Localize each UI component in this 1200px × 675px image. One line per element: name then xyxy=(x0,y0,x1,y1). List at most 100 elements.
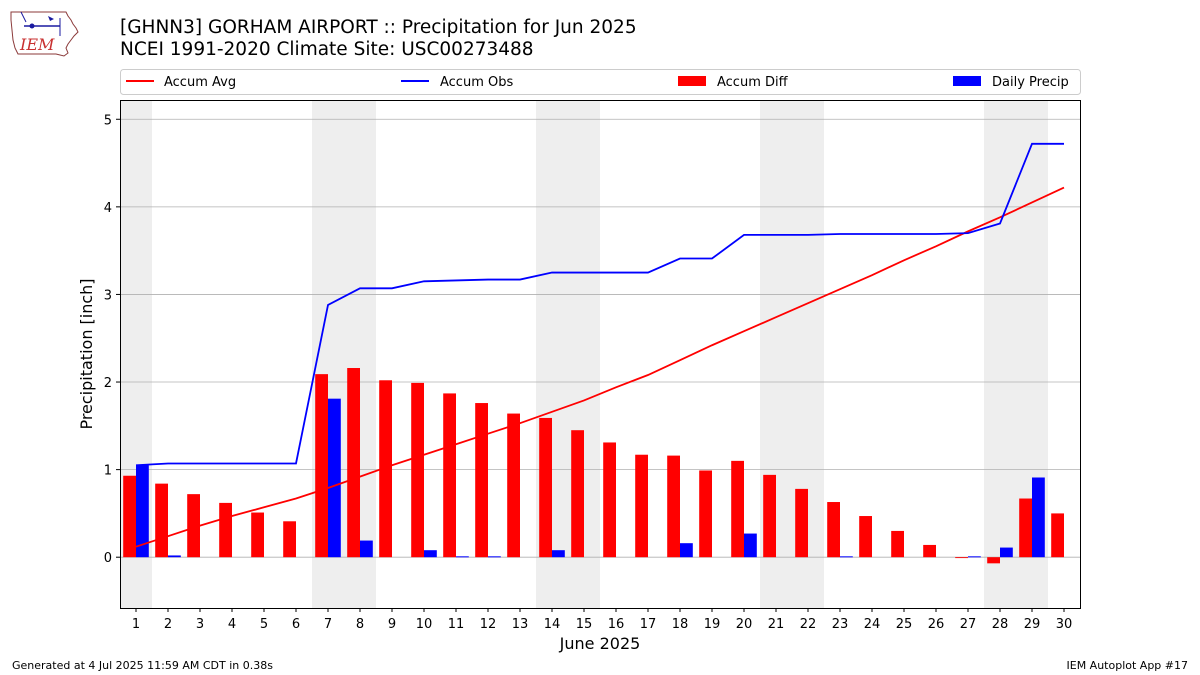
y-tick-label-2: 2 xyxy=(104,376,112,391)
daily-precip-bar-20 xyxy=(744,533,757,558)
chart-title: [GHNN3] GORHAM AIRPORT :: Precipitation … xyxy=(120,17,637,38)
legend-accum-avg: Accum Avg xyxy=(164,75,236,90)
x-tick-label-13: 13 xyxy=(512,617,529,632)
accum-avg-line xyxy=(135,186,1065,548)
x-tick-label-24: 24 xyxy=(864,617,881,632)
accum-diff-bar-7 xyxy=(315,374,328,558)
x-tick-label-15: 15 xyxy=(576,617,593,632)
x-tick-label-5: 5 xyxy=(260,617,268,632)
y-tick-label-1: 1 xyxy=(104,464,112,479)
legend-accum-obs: Accum Obs xyxy=(440,75,513,90)
accum-diff-bar-2 xyxy=(155,483,168,558)
legend: Accum Avg Accum Obs Accum Diff Daily Pre… xyxy=(120,69,1081,95)
lines xyxy=(135,142,1065,548)
accum-diff-bar-28 xyxy=(987,557,1000,564)
accum-diff-bar-15 xyxy=(571,430,584,558)
accum-diff-bar-10 xyxy=(411,382,424,558)
x-tick-label-19: 19 xyxy=(704,617,721,632)
x-tick-label-30: 30 xyxy=(1056,617,1073,632)
x-tick-label-6: 6 xyxy=(292,617,300,632)
accum-diff-bar-26 xyxy=(923,544,936,558)
legend-accum-diff-swatch xyxy=(678,76,706,86)
daily-precip-bar-27 xyxy=(968,556,981,558)
x-tick-label-11: 11 xyxy=(448,617,465,632)
x-tick-label-26: 26 xyxy=(928,617,945,632)
accum-diff-bar-16 xyxy=(603,442,616,558)
daily-precip-bar-23 xyxy=(840,556,853,558)
accum-diff-bar-21 xyxy=(763,474,776,558)
accum-diff-bar-30 xyxy=(1051,513,1064,558)
legend-daily-precip: Daily Precip xyxy=(992,75,1069,90)
daily-precip-bar-29 xyxy=(1032,477,1045,558)
y-tick-label-4: 4 xyxy=(104,201,112,216)
x-tick-label-7: 7 xyxy=(324,617,332,632)
x-tick-label-10: 10 xyxy=(416,617,433,632)
iem-logo: IEM xyxy=(10,11,79,57)
y-tick-label-5: 5 xyxy=(104,113,112,128)
accum-diff-bar-8 xyxy=(347,368,360,558)
x-tick-label-16: 16 xyxy=(608,617,625,632)
accum-diff-bar-17 xyxy=(635,454,648,558)
accum-diff-bar-24 xyxy=(859,516,872,558)
accum-diff-bar-12 xyxy=(475,403,488,558)
x-tick-label-23: 23 xyxy=(832,617,849,632)
daily-precip-bar-14 xyxy=(552,550,565,558)
x-tick-label-20: 20 xyxy=(736,617,753,632)
accum-diff-bar-9 xyxy=(379,380,392,558)
chart-subtitle: NCEI 1991-2020 Climate Site: USC00273488 xyxy=(120,39,534,60)
x-tick-label-27: 27 xyxy=(960,617,977,632)
legend-daily-precip-swatch xyxy=(953,76,981,86)
accum-diff-bar-4 xyxy=(219,502,232,558)
accum-diff-bar-13 xyxy=(507,413,520,558)
daily-precip-bar-11 xyxy=(456,556,469,558)
logo-dot-icon xyxy=(29,23,35,29)
x-tick-label-3: 3 xyxy=(196,617,204,632)
accum-diff-bar-14 xyxy=(539,417,552,558)
plot-frame xyxy=(120,100,1081,609)
daily-precip-bar-18 xyxy=(680,543,693,558)
x-tick-label-25: 25 xyxy=(896,617,913,632)
daily-precip-bar-8 xyxy=(360,540,373,558)
x-tick-label-22: 22 xyxy=(800,617,817,632)
logo-text: IEM xyxy=(19,35,55,54)
daily-precip-bar-7 xyxy=(328,398,341,558)
grid-lines xyxy=(120,118,1080,558)
daily-precip-bar-12 xyxy=(488,556,501,558)
x-tick-label-4: 4 xyxy=(228,617,236,632)
accum-diff-bar-5 xyxy=(251,512,264,558)
iowa-map-outline-icon xyxy=(10,11,79,57)
generated-timestamp: Generated at 4 Jul 2025 11:59 AM CDT in … xyxy=(12,659,273,672)
daily-precip-bar-10 xyxy=(424,550,437,558)
logo-bird-icon xyxy=(48,16,54,21)
y-tick-label-3: 3 xyxy=(104,288,112,303)
app-credit: IEM Autoplot App #17 xyxy=(1066,659,1189,672)
accum-diff-bar-27 xyxy=(955,557,968,559)
accum-diff-bar-18 xyxy=(667,455,680,558)
x-axis-label: June 2025 xyxy=(559,634,641,653)
legend-accum-diff: Accum Diff xyxy=(717,75,789,90)
accum-diff-bar-20 xyxy=(731,460,744,558)
daily-precip-bar-28 xyxy=(1000,547,1013,558)
accum-diff-bar-22 xyxy=(795,488,808,558)
x-tick-label-9: 9 xyxy=(388,617,396,632)
logo-antenna xyxy=(20,11,27,23)
accum-diff-bar-6 xyxy=(283,521,296,558)
y-tick-label-0: 0 xyxy=(104,551,112,566)
bars xyxy=(123,368,1064,564)
x-tick-label-21: 21 xyxy=(768,617,785,632)
x-tick-label-28: 28 xyxy=(992,617,1009,632)
accum-diff-bar-3 xyxy=(187,494,200,558)
x-tick-label-29: 29 xyxy=(1024,617,1041,632)
daily-precip-bar-1 xyxy=(136,465,149,558)
legend-box xyxy=(120,69,1081,95)
x-tick-label-17: 17 xyxy=(640,617,657,632)
x-tick-label-14: 14 xyxy=(544,617,561,632)
accum-diff-bar-29 xyxy=(1019,498,1032,558)
x-tick-label-18: 18 xyxy=(672,617,689,632)
x-tick-label-12: 12 xyxy=(480,617,497,632)
accum-diff-bar-1 xyxy=(123,475,136,558)
x-tick-label-1: 1 xyxy=(132,617,140,632)
accum-diff-bar-25 xyxy=(891,530,904,558)
